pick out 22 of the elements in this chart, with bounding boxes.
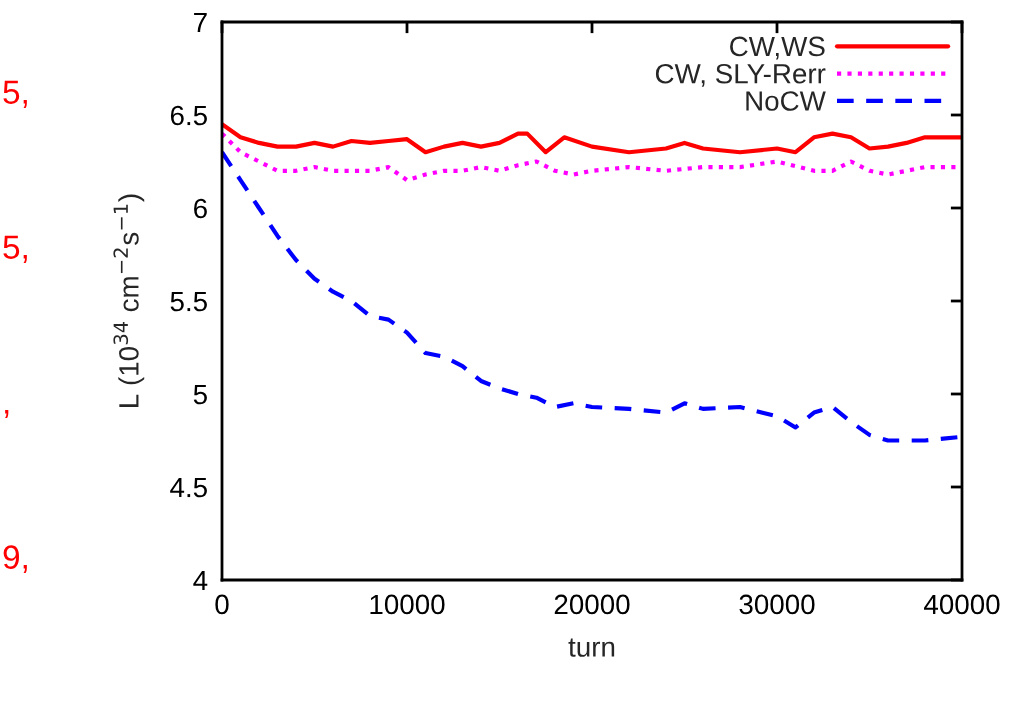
y-axis-title: L (10$^{34}$ cm$^{−2}$s$^{−1}$) <box>113 194 145 407</box>
text: 5, <box>3 80 27 108</box>
x-tick-label: 30000 <box>739 594 815 615</box>
y-tick-label: 6.5 <box>170 105 207 126</box>
x-axis-title: turn <box>568 638 615 657</box>
legend-label: CW, SLY-Rerr <box>655 63 826 87</box>
x-tick-label: 0 <box>215 594 229 615</box>
y-tick-label: 6 <box>194 198 207 219</box>
x-tick-label: 40000 <box>924 594 1000 615</box>
text: , <box>5 410 9 418</box>
y-tick-label: 7 <box>194 12 207 33</box>
y-tick-label: 4.5 <box>170 477 207 498</box>
text: 9, <box>3 545 27 573</box>
legend-label: NoCW <box>746 91 826 111</box>
text: 5, <box>3 235 27 263</box>
y-tick-label: 4 <box>193 570 208 591</box>
x-tick-label: 20000 <box>554 594 630 615</box>
x-tick-label: 10000 <box>370 594 445 615</box>
y-tick-label: 5 <box>193 384 207 405</box>
y-tick-label: 5.5 <box>170 291 207 312</box>
legend-label: CW,WS <box>730 36 825 60</box>
line-series <box>222 122 962 155</box>
